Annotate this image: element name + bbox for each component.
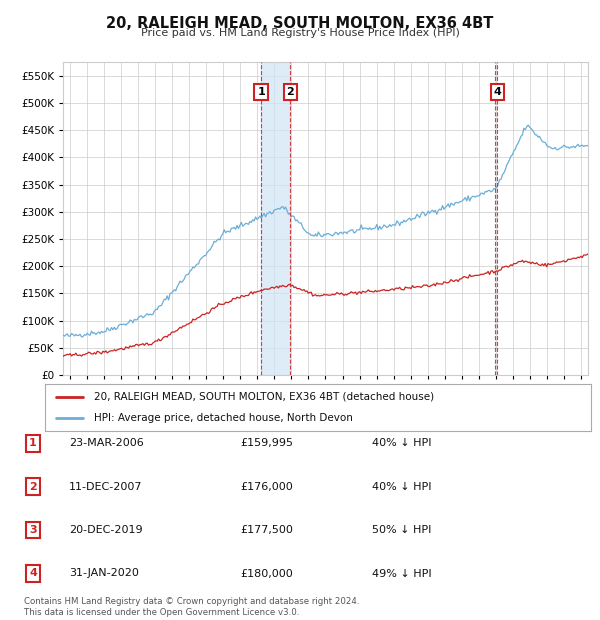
Bar	[261, 62, 290, 375]
Text: 23-MAR-2006: 23-MAR-2006	[69, 438, 144, 448]
Text: Contains HM Land Registry data © Crown copyright and database right 2024.: Contains HM Land Registry data © Crown c…	[24, 597, 359, 606]
Text: 11-DEC-2007: 11-DEC-2007	[69, 482, 143, 492]
Text: 20, RALEIGH MEAD, SOUTH MOLTON, EX36 4BT: 20, RALEIGH MEAD, SOUTH MOLTON, EX36 4BT	[106, 16, 494, 30]
Text: 2: 2	[287, 87, 294, 97]
Text: 4: 4	[29, 569, 37, 578]
Text: £159,995: £159,995	[240, 438, 293, 448]
Text: 40% ↓ HPI: 40% ↓ HPI	[372, 438, 431, 448]
Text: 4: 4	[493, 87, 501, 97]
Text: Price paid vs. HM Land Registry's House Price Index (HPI): Price paid vs. HM Land Registry's House …	[140, 28, 460, 38]
Text: 50% ↓ HPI: 50% ↓ HPI	[372, 525, 431, 535]
Text: £180,000: £180,000	[240, 569, 293, 578]
Text: 1: 1	[29, 438, 37, 448]
Text: 49% ↓ HPI: 49% ↓ HPI	[372, 569, 431, 578]
Text: £176,000: £176,000	[240, 482, 293, 492]
Text: £177,500: £177,500	[240, 525, 293, 535]
Text: 40% ↓ HPI: 40% ↓ HPI	[372, 482, 431, 492]
Text: 20-DEC-2019: 20-DEC-2019	[69, 525, 143, 535]
Text: 3: 3	[29, 525, 37, 535]
Text: HPI: Average price, detached house, North Devon: HPI: Average price, detached house, Nort…	[94, 414, 353, 423]
Text: 31-JAN-2020: 31-JAN-2020	[69, 569, 139, 578]
Text: This data is licensed under the Open Government Licence v3.0.: This data is licensed under the Open Gov…	[24, 608, 299, 617]
Text: 1: 1	[257, 87, 265, 97]
Text: 2: 2	[29, 482, 37, 492]
Text: 20, RALEIGH MEAD, SOUTH MOLTON, EX36 4BT (detached house): 20, RALEIGH MEAD, SOUTH MOLTON, EX36 4BT…	[94, 392, 434, 402]
